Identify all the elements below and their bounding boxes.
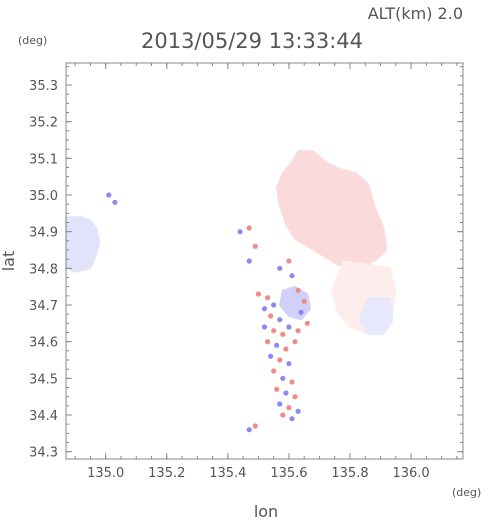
x-tick-label: 135.0 — [87, 466, 124, 481]
echo-speckle — [237, 229, 243, 235]
y-tick-label: 34.4 — [29, 409, 58, 424]
echo-speckle — [265, 339, 271, 345]
altitude-label: ALT(km) 2.0 — [368, 4, 463, 23]
echo-region-northeast — [275, 150, 388, 270]
echo-speckle — [274, 342, 280, 348]
x-tick-label: 136.0 — [392, 466, 429, 481]
echo-speckle — [277, 265, 283, 271]
echo-speckle — [286, 361, 292, 367]
chart-title: 2013/05/29 13:33:44 — [141, 29, 363, 53]
y-tick-label: 34.5 — [29, 372, 58, 387]
echo-speckle — [112, 199, 118, 205]
echo-speckle — [289, 273, 295, 279]
y-axis-unit: (deg) — [18, 34, 47, 47]
echo-speckle — [286, 258, 292, 264]
echo-speckle — [265, 295, 271, 301]
y-tick-label: 34.8 — [29, 262, 58, 277]
y-tick-label: 34.7 — [29, 299, 58, 314]
echo-speckle — [268, 353, 274, 359]
echo-speckle — [295, 408, 301, 414]
echo-speckle — [255, 291, 261, 297]
echo-speckle — [292, 339, 298, 345]
y-tick-label: 34.3 — [29, 446, 58, 461]
echo-speckle — [268, 313, 274, 319]
echo-speckle — [298, 309, 304, 315]
echo-speckle — [286, 324, 292, 330]
y-tick-label: 35.2 — [29, 116, 58, 131]
echo-speckle — [271, 328, 277, 334]
echo-speckle — [304, 320, 310, 326]
x-axis-unit: (deg) — [452, 486, 481, 499]
y-tick-label: 35.0 — [29, 189, 58, 204]
echo-speckle — [301, 298, 307, 304]
echo-speckle — [252, 423, 258, 429]
echo-speckle — [261, 324, 268, 330]
echo-region-east-blue-patch — [358, 296, 394, 336]
plot-area — [65, 150, 397, 433]
echo-speckle — [295, 328, 301, 334]
echo-speckle — [295, 287, 301, 293]
echo-speckle — [283, 346, 289, 352]
echo-speckle — [252, 243, 258, 249]
echo-speckle — [280, 412, 286, 418]
echo-speckle — [106, 192, 112, 198]
echo-speckle — [280, 331, 286, 337]
x-axis-label: lon — [254, 502, 278, 521]
echo-speckle — [292, 394, 298, 400]
y-tick-label: 35.1 — [29, 152, 58, 167]
echo-speckle — [274, 386, 280, 392]
axis-ticks: 135.0 135.2 135.4 135.6 135.8 136.0 34.3 34.4 34… — [29, 63, 463, 481]
echo-speckle — [280, 375, 286, 381]
x-tick-label: 135.4 — [209, 466, 246, 481]
echo-speckle — [271, 302, 277, 308]
echo-speckle — [246, 225, 252, 231]
echo-speckle — [283, 390, 289, 396]
echo-speckle — [277, 317, 283, 323]
echo-speckle — [246, 258, 252, 264]
echo-speckle — [289, 416, 295, 422]
echo-speckle — [261, 306, 268, 312]
x-tick-label: 135.6 — [270, 466, 307, 481]
echo-region-northwest — [65, 216, 101, 273]
x-tick-label: 135.8 — [331, 466, 368, 481]
echo-speckle — [246, 427, 252, 433]
y-tick-label: 34.6 — [29, 336, 58, 351]
echo-speckle — [277, 401, 283, 407]
y-tick-label: 35.3 — [29, 79, 58, 94]
echo-speckle — [277, 357, 283, 363]
echo-speckle — [271, 368, 277, 374]
y-tick-label: 34.9 — [29, 226, 58, 241]
y-axis-label: lat — [0, 251, 18, 272]
echo-speckle — [289, 379, 295, 385]
plot-frame — [65, 62, 464, 460]
echo-speckle — [286, 405, 292, 411]
x-tick-label: 135.2 — [148, 466, 185, 481]
